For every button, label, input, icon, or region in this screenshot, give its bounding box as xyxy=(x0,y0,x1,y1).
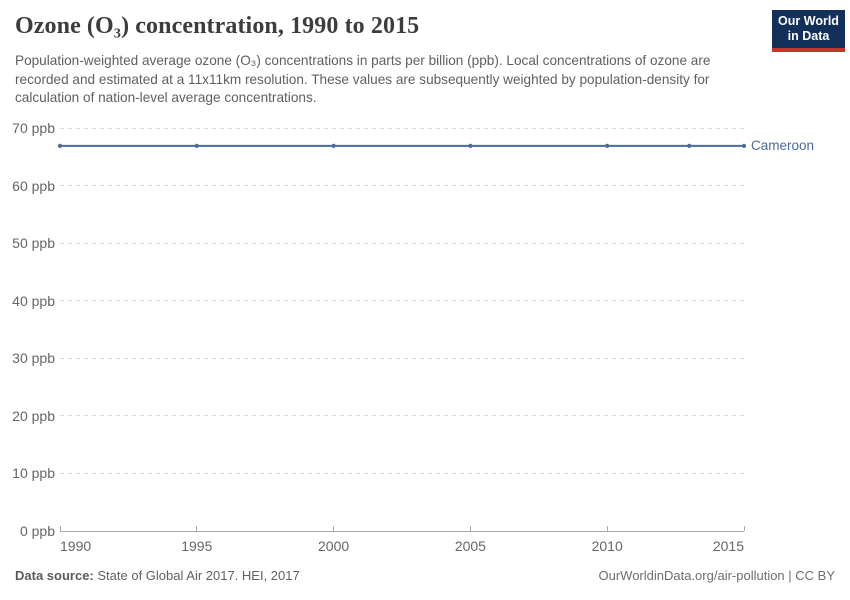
owid-credit-link[interactable]: OurWorldinData.org/air-pollution | CC BY xyxy=(598,568,835,583)
chart-subtitle: Population-weighted average ozone (O₃) c… xyxy=(15,53,711,105)
data-point[interactable] xyxy=(331,143,336,148)
x-axis-tick-label: 1990 xyxy=(60,538,92,554)
owid-logo-line1: Our World xyxy=(778,14,839,28)
data-point[interactable] xyxy=(741,143,747,148)
x-axis-tick xyxy=(333,526,335,531)
x-axis-tick-label: 2000 xyxy=(318,538,350,554)
x-axis-tick xyxy=(743,526,745,531)
y-gridline xyxy=(60,242,744,244)
x-axis-tick-label: 2015 xyxy=(712,538,744,554)
y-gridline xyxy=(60,300,744,302)
owid-logo-line2: in Data xyxy=(787,29,830,43)
y-gridline xyxy=(60,472,744,474)
y-axis-tick-label: 70 ppb xyxy=(12,120,55,136)
x-axis-tick xyxy=(469,526,471,531)
x-axis-tick xyxy=(196,526,198,531)
x-axis-tick xyxy=(606,526,608,531)
owid-logo[interactable]: Our World in Data xyxy=(772,10,845,52)
x-axis-tick-label: 1995 xyxy=(181,538,213,554)
data-source-label: Data source: xyxy=(15,568,94,583)
data-source-note: Data source: State of Global Air 2017. H… xyxy=(15,568,300,583)
data-point[interactable] xyxy=(57,143,63,148)
series-label-cameroon[interactable]: Cameroon xyxy=(751,137,815,153)
y-axis-tick-label: 10 ppb xyxy=(12,465,55,482)
data-point[interactable] xyxy=(468,143,473,148)
y-axis-tick-label: 30 ppb xyxy=(12,350,55,367)
data-source-value: State of Global Air 2017. HEI, 2017 xyxy=(97,568,300,583)
data-point[interactable] xyxy=(605,143,610,148)
y-axis-tick-label: 20 ppb xyxy=(12,407,55,424)
x-axis-tick-label: 2005 xyxy=(454,538,486,554)
y-gridline xyxy=(60,185,744,187)
y-axis-tick-label: 40 ppb xyxy=(12,292,55,309)
chart-footer: Data source: State of Global Air 2017. H… xyxy=(15,568,835,583)
x-axis-tick xyxy=(59,526,61,531)
page-title: Ozone (O₃) concentration, 1990 to 2015 xyxy=(15,13,420,39)
y-axis-tick-label: 50 ppb xyxy=(12,235,55,252)
x-axis-tick-label: 2010 xyxy=(591,538,623,554)
y-gridline xyxy=(60,127,744,129)
y-gridline xyxy=(60,415,744,417)
y-axis-tick-label: 0 ppb xyxy=(19,523,55,539)
x-axis-line xyxy=(60,530,744,532)
data-point[interactable] xyxy=(687,143,692,148)
y-gridline xyxy=(60,357,744,359)
y-axis-tick-label: 60 ppb xyxy=(12,177,55,194)
data-point[interactable] xyxy=(194,143,199,148)
